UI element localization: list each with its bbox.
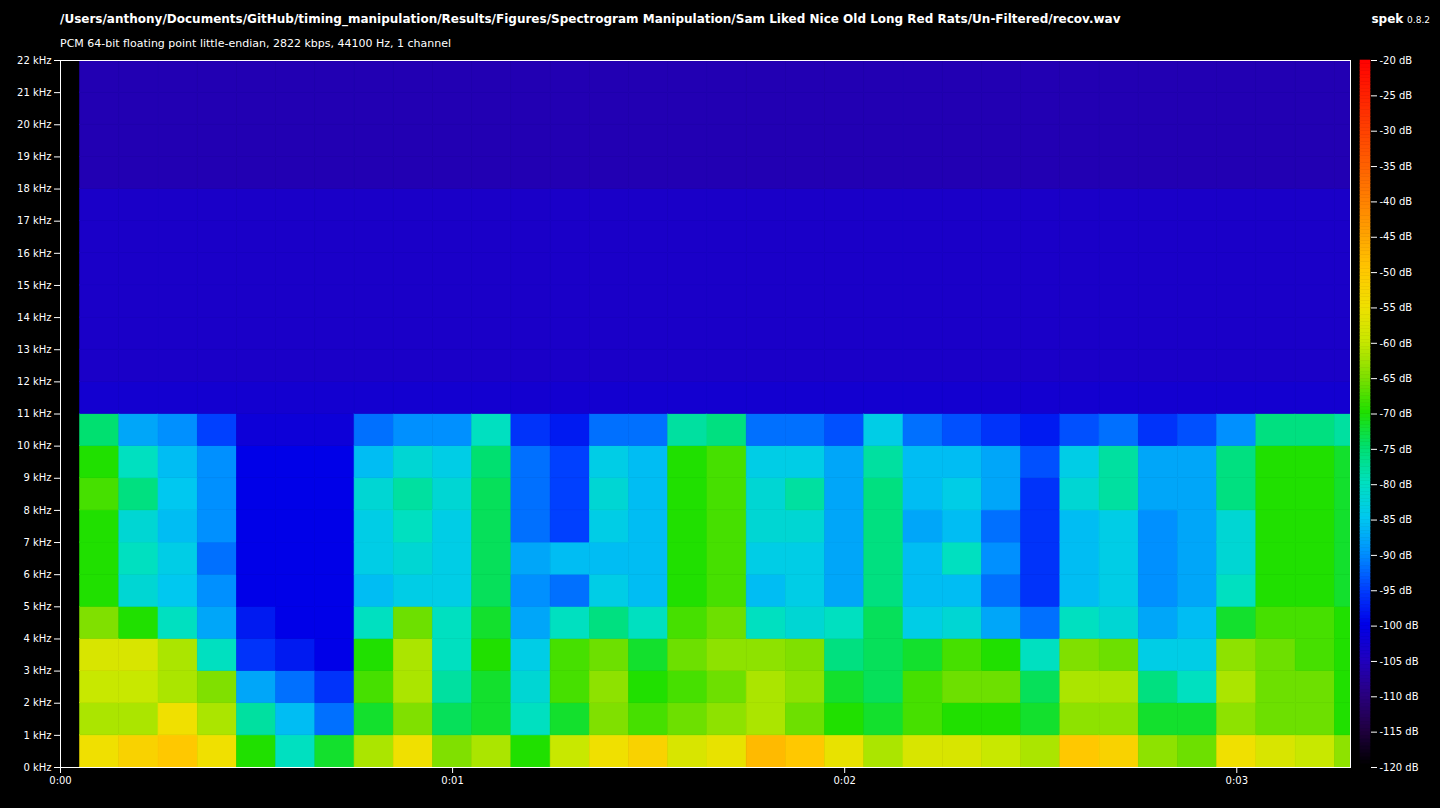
svg-text:-40 dB: -40 dB — [1380, 196, 1413, 207]
html-text:PCM 64-bit floating point litt: PCM 64-bit floating point little-endian,… — [60, 37, 451, 50]
svg-text:-90 dB: -90 dB — [1380, 550, 1413, 561]
svg-text:-75 dB: -75 dB — [1380, 444, 1413, 455]
svg-text:-50 dB: -50 dB — [1380, 267, 1413, 278]
svg-text:0:00: 0:00 — [49, 775, 71, 786]
svg-text:-30 dB: -30 dB — [1380, 125, 1413, 136]
svg-text:17 kHz: 17 kHz — [17, 215, 51, 226]
html-text:/Users/anthony/Documents/GitHu: /Users/anthony/Documents/GitHub/timing_m… — [60, 12, 1121, 26]
svg-text:-85 dB: -85 dB — [1380, 514, 1413, 525]
svg-text:0:01: 0:01 — [441, 775, 463, 786]
svg-text:1 kHz: 1 kHz — [23, 730, 51, 741]
svg-text:0 kHz: 0 kHz — [23, 762, 51, 773]
svg-text:3 kHz: 3 kHz — [23, 665, 51, 676]
svg-text:12 kHz: 12 kHz — [17, 376, 51, 387]
svg-text:0:02: 0:02 — [833, 775, 855, 786]
svg-text:-60 dB: -60 dB — [1380, 338, 1413, 349]
html-text:spek 0.8.2: spek 0.8.2 — [1371, 12, 1430, 26]
svg-text:19 kHz: 19 kHz — [17, 151, 51, 162]
svg-text:-35 dB: -35 dB — [1380, 161, 1413, 172]
svg-text:21 kHz: 21 kHz — [17, 87, 51, 98]
svg-text:22 kHz: 22 kHz — [17, 55, 51, 66]
svg-text:7 kHz: 7 kHz — [23, 537, 51, 548]
svg-text:-65 dB: -65 dB — [1380, 373, 1413, 384]
svg-text:9 kHz: 9 kHz — [23, 472, 51, 483]
svg-text:-70 dB: -70 dB — [1380, 408, 1413, 419]
svg-text:20 kHz: 20 kHz — [17, 119, 51, 130]
svg-text:15 kHz: 15 kHz — [17, 280, 51, 291]
svg-text:-95 dB: -95 dB — [1380, 585, 1413, 596]
svg-text:-20 dB: -20 dB — [1380, 55, 1413, 66]
svg-text:6 kHz: 6 kHz — [23, 569, 51, 580]
svg-text:-105 dB: -105 dB — [1380, 656, 1419, 667]
svg-text:-80 dB: -80 dB — [1380, 479, 1413, 490]
svg-text:-115 dB: -115 dB — [1380, 726, 1419, 737]
svg-text:-45 dB: -45 dB — [1380, 231, 1413, 242]
svg-text:-25 dB: -25 dB — [1380, 90, 1413, 101]
svg-text:-55 dB: -55 dB — [1380, 302, 1413, 313]
svg-text:18 kHz: 18 kHz — [17, 183, 51, 194]
svg-text:16 kHz: 16 kHz — [17, 248, 51, 259]
svg-text:5 kHz: 5 kHz — [23, 601, 51, 612]
svg-text:10 kHz: 10 kHz — [17, 440, 51, 451]
svg-text:-110 dB: -110 dB — [1380, 691, 1419, 702]
svg-text:-120 dB: -120 dB — [1380, 762, 1419, 773]
svg-text:0:03: 0:03 — [1226, 775, 1248, 786]
svg-text:13 kHz: 13 kHz — [17, 344, 51, 355]
svg-text:11 kHz: 11 kHz — [17, 408, 51, 419]
svg-text:8 kHz: 8 kHz — [23, 505, 51, 516]
svg-text:4 kHz: 4 kHz — [23, 633, 51, 644]
svg-text:-100 dB: -100 dB — [1380, 620, 1419, 631]
svg-text:14 kHz: 14 kHz — [17, 312, 51, 323]
svg-text:2 kHz: 2 kHz — [23, 697, 51, 708]
